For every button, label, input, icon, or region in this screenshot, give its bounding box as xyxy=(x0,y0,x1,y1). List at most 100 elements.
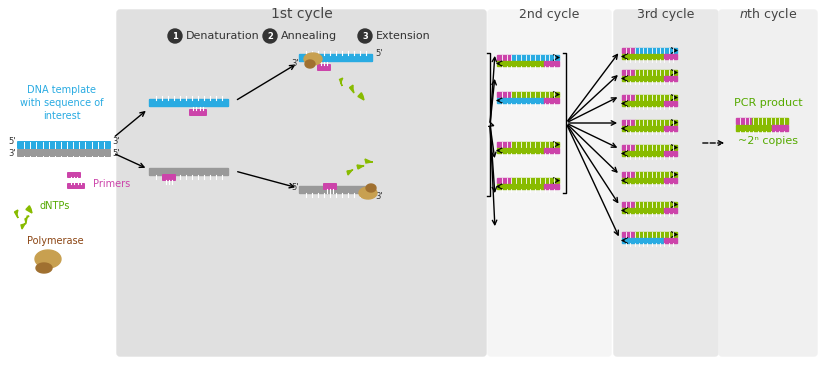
Bar xyxy=(771,125,787,131)
Bar xyxy=(622,172,634,177)
Bar xyxy=(622,145,634,150)
Bar xyxy=(634,70,676,75)
Bar xyxy=(663,208,676,213)
FancyBboxPatch shape xyxy=(162,175,175,180)
Text: Primers: Primers xyxy=(93,179,130,189)
Bar xyxy=(735,118,751,124)
Text: 3': 3' xyxy=(112,137,120,145)
Bar xyxy=(622,151,663,156)
Bar xyxy=(511,142,559,147)
Bar xyxy=(663,101,676,106)
Text: Denaturation: Denaturation xyxy=(186,31,260,41)
Text: Polymerase: Polymerase xyxy=(27,236,84,246)
FancyBboxPatch shape xyxy=(718,10,816,356)
Text: 3: 3 xyxy=(362,32,368,40)
Bar xyxy=(496,98,543,103)
FancyBboxPatch shape xyxy=(149,99,229,106)
Bar xyxy=(622,101,663,106)
FancyBboxPatch shape xyxy=(487,10,610,356)
FancyBboxPatch shape xyxy=(299,187,372,194)
Bar xyxy=(622,178,663,183)
Bar xyxy=(634,145,676,150)
Bar xyxy=(496,61,543,66)
Bar xyxy=(663,151,676,156)
Polygon shape xyxy=(35,250,61,268)
Bar xyxy=(634,95,676,100)
Polygon shape xyxy=(36,263,52,273)
Bar xyxy=(622,202,634,207)
FancyBboxPatch shape xyxy=(117,10,486,356)
Circle shape xyxy=(168,29,182,43)
FancyBboxPatch shape xyxy=(189,110,206,115)
Bar xyxy=(622,54,663,59)
Polygon shape xyxy=(356,165,364,169)
Bar xyxy=(511,92,559,97)
Bar xyxy=(634,48,676,53)
Text: dNTPs: dNTPs xyxy=(40,201,70,211)
Bar xyxy=(735,125,771,131)
Bar xyxy=(634,232,676,237)
Bar xyxy=(622,126,663,131)
Polygon shape xyxy=(359,187,377,199)
Text: 1st cycle: 1st cycle xyxy=(271,7,333,21)
Text: 2nd cycle: 2nd cycle xyxy=(518,7,578,20)
Polygon shape xyxy=(21,223,26,229)
Text: DNA template
with sequence of
interest: DNA template with sequence of interest xyxy=(20,85,104,121)
Bar xyxy=(634,120,676,125)
Polygon shape xyxy=(365,184,376,192)
Bar xyxy=(543,61,559,66)
Polygon shape xyxy=(346,170,352,175)
Bar xyxy=(496,55,511,60)
Text: 5': 5' xyxy=(112,148,120,158)
Bar xyxy=(663,54,676,59)
FancyBboxPatch shape xyxy=(18,142,111,148)
Bar xyxy=(622,238,663,243)
Text: 3': 3' xyxy=(8,148,16,158)
FancyBboxPatch shape xyxy=(317,65,330,70)
FancyBboxPatch shape xyxy=(149,168,229,175)
Bar xyxy=(634,172,676,177)
Bar xyxy=(496,148,543,153)
Bar xyxy=(496,178,511,183)
Bar xyxy=(751,118,787,124)
Polygon shape xyxy=(364,159,373,163)
Bar xyxy=(543,98,559,103)
Text: 3': 3' xyxy=(291,59,299,68)
Text: 5': 5' xyxy=(374,49,382,58)
Bar xyxy=(622,70,634,75)
Text: 5': 5' xyxy=(291,183,299,191)
Text: 5': 5' xyxy=(8,137,16,145)
Polygon shape xyxy=(358,93,364,100)
FancyBboxPatch shape xyxy=(68,173,80,177)
FancyBboxPatch shape xyxy=(18,150,111,156)
Bar xyxy=(663,178,676,183)
Text: 3': 3' xyxy=(374,191,382,200)
Bar xyxy=(543,184,559,189)
Bar xyxy=(663,76,676,81)
Text: 3rd cycle: 3rd cycle xyxy=(636,7,694,20)
Polygon shape xyxy=(26,206,32,213)
Polygon shape xyxy=(25,216,29,223)
Polygon shape xyxy=(15,210,18,218)
Bar xyxy=(496,92,511,97)
Bar xyxy=(663,238,676,243)
Text: 1: 1 xyxy=(172,32,178,40)
Bar xyxy=(543,148,559,153)
Bar xyxy=(622,76,663,81)
Text: 2: 2 xyxy=(267,32,273,40)
Bar xyxy=(663,126,676,131)
Bar xyxy=(634,202,676,207)
FancyBboxPatch shape xyxy=(299,55,372,62)
Bar xyxy=(622,208,663,213)
Bar xyxy=(496,142,511,147)
Text: PCR product: PCR product xyxy=(733,98,801,108)
Bar xyxy=(511,55,559,60)
FancyBboxPatch shape xyxy=(613,10,717,356)
Polygon shape xyxy=(305,60,314,68)
Bar xyxy=(622,232,634,237)
Circle shape xyxy=(358,29,372,43)
Bar xyxy=(511,178,559,183)
Polygon shape xyxy=(304,53,322,65)
Circle shape xyxy=(263,29,277,43)
Polygon shape xyxy=(339,78,342,86)
